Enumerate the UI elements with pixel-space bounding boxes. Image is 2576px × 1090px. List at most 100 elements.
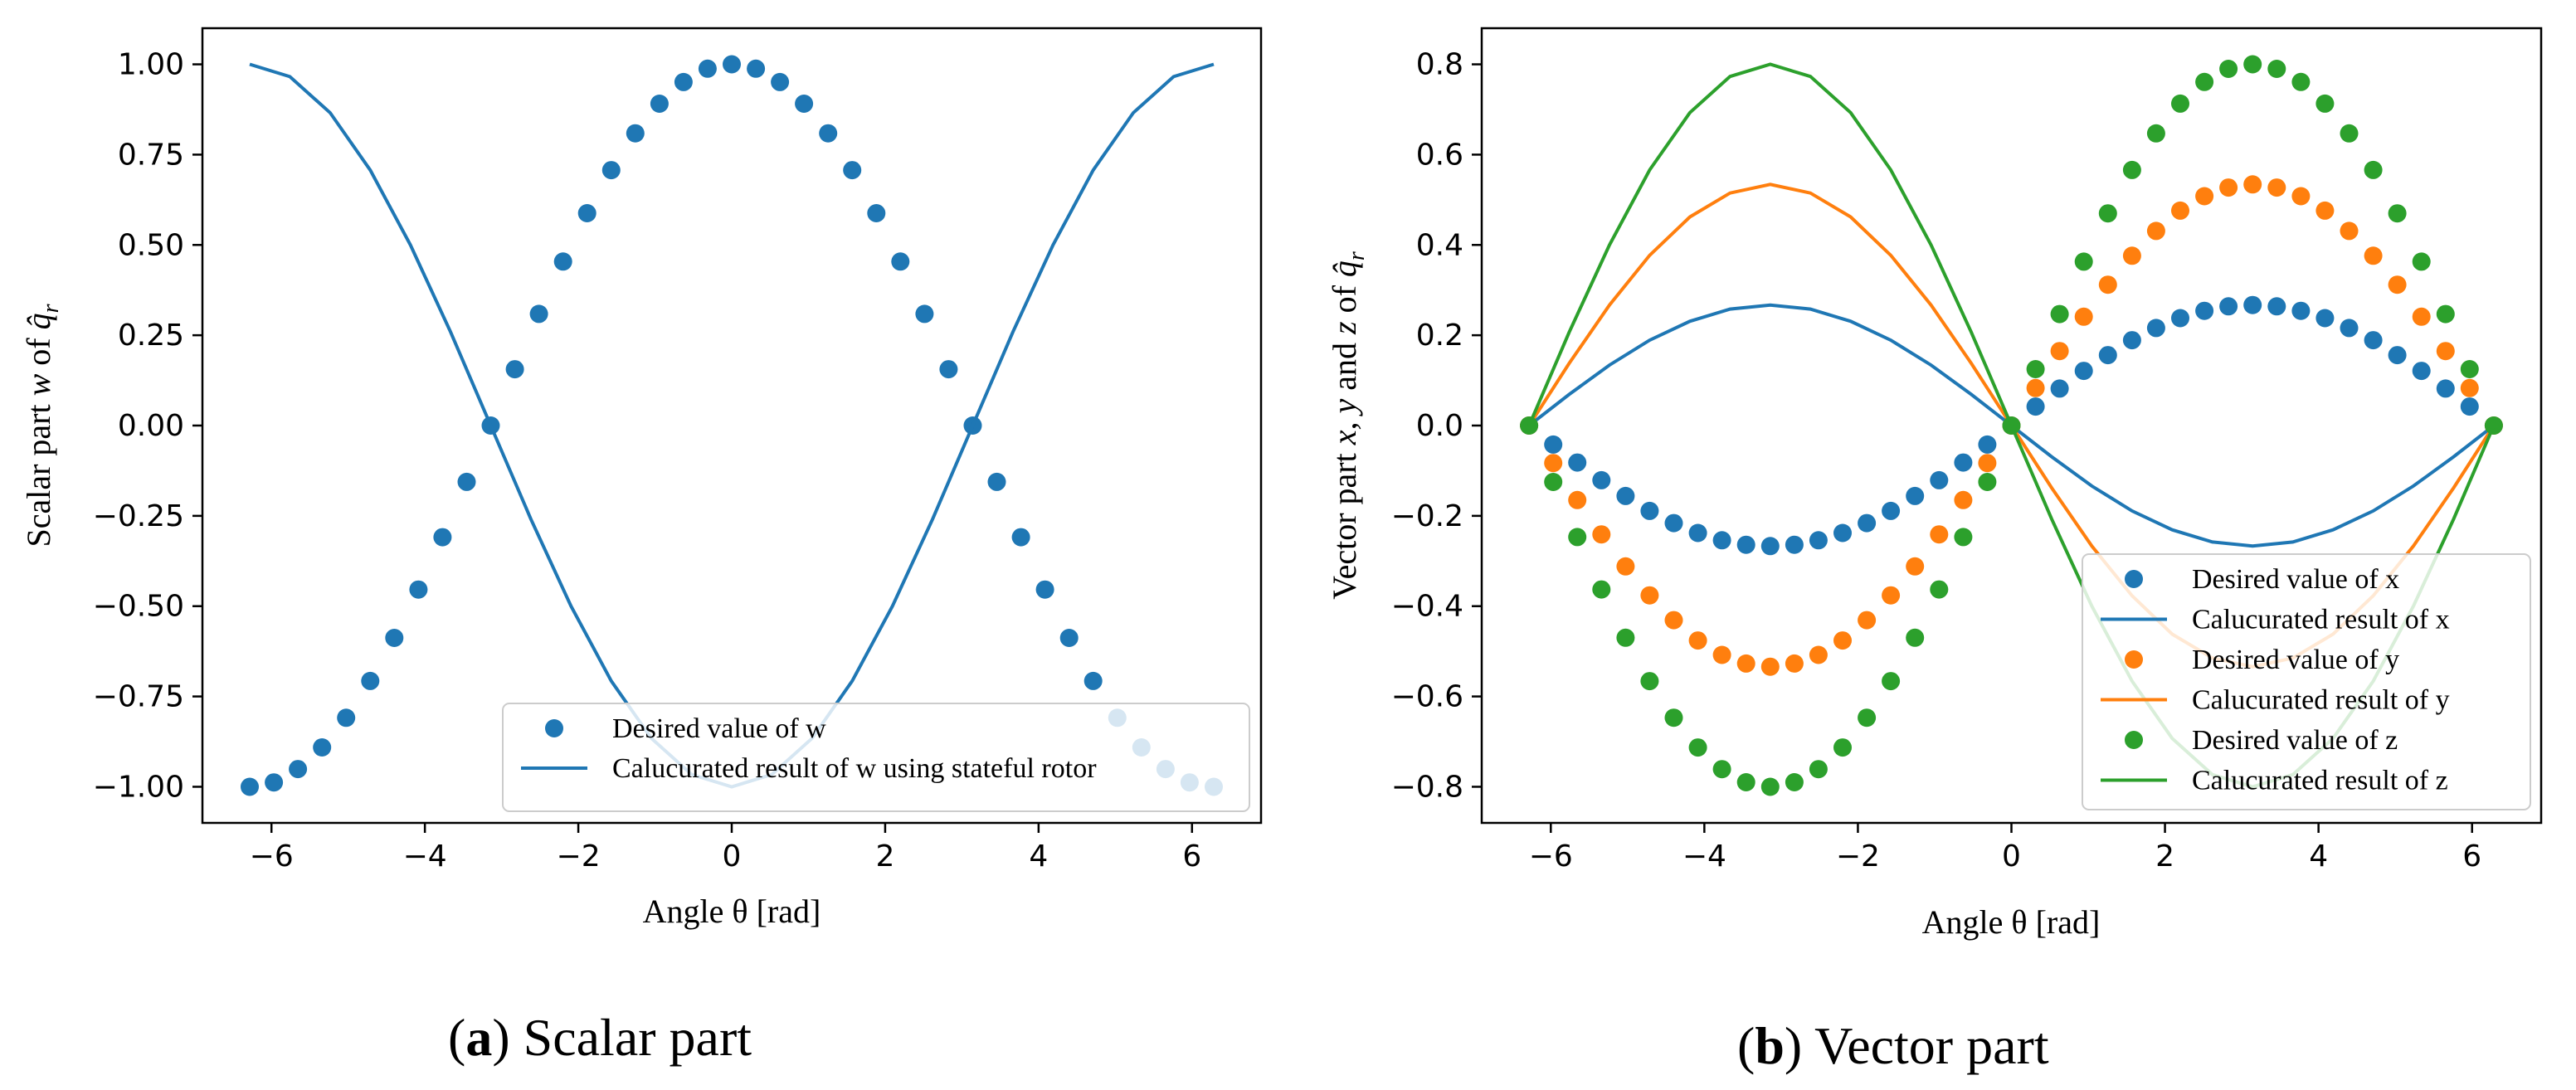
series-desired-value-of-z-point	[1930, 580, 1949, 599]
series-desired-value-of-w-point	[1083, 671, 1103, 690]
series-desired-value-of-y-point	[1688, 631, 1707, 650]
caption-a: (a) Scalar part	[448, 1008, 752, 1067]
series-desired-value-of-w-point	[1035, 580, 1054, 599]
y-axis-label-b: Vector part x, y and z of q̂r	[1326, 251, 1370, 600]
series-desired-value-of-z-point	[1809, 760, 1828, 779]
y-tick-label: 0.0	[1416, 409, 1463, 443]
series-desired-value-of-w-point	[505, 360, 524, 379]
series-desired-value-of-w-point	[529, 304, 548, 324]
series-desired-value-of-w-point	[313, 738, 332, 757]
series-desired-value-of-z-point	[2291, 72, 2311, 91]
series-desired-value-of-z-point	[2315, 94, 2335, 113]
series-desired-value-of-y-point	[2315, 201, 2335, 220]
series-desired-value-of-x-point	[1858, 513, 1877, 533]
y-tick-label: −0.8	[1391, 770, 1463, 804]
series-desired-value-of-y-point	[1833, 631, 1852, 650]
series-desired-value-of-z-point	[2243, 55, 2262, 74]
series-desired-value-of-x-point	[2388, 346, 2407, 365]
legend-label: Desired value of z	[2192, 725, 2398, 756]
series-desired-value-of-w-point	[723, 55, 741, 74]
series-desired-value-of-z-point	[1906, 628, 1925, 647]
x-axis-label-b: Angle θ [rad]	[1922, 903, 2101, 941]
series-desired-value-of-w-point	[747, 59, 766, 78]
series-desired-value-of-z-point	[1978, 473, 1997, 491]
series-desired-value-of-y-point	[1568, 490, 1587, 509]
x-tick-label: −2	[557, 839, 601, 873]
legend-label: Desired value of y	[2192, 645, 2399, 675]
series-desired-value-of-z-point	[2195, 72, 2214, 91]
series-desired-value-of-w-point	[385, 629, 404, 647]
series-desired-value-of-x-point	[2122, 331, 2141, 350]
series-desired-value-of-w-point	[915, 304, 934, 324]
series-desired-value-of-x-point	[2267, 297, 2286, 316]
series-desired-value-of-w-point	[674, 72, 693, 91]
series-desired-value-of-x-point	[1544, 435, 1563, 454]
series-desired-value-of-y-point	[2219, 178, 2238, 197]
y-tick-label: −0.25	[93, 499, 184, 533]
series-desired-value-of-x-point	[2026, 397, 2045, 416]
series-desired-value-of-y-point	[1544, 454, 1563, 473]
series-desired-value-of-y-point	[2026, 378, 2045, 397]
series-desired-value-of-y-point	[2412, 307, 2431, 326]
y-tick-label: 0.6	[1416, 138, 1463, 172]
x-axis-label-a: Angle θ [rad]	[643, 893, 821, 930]
series-desired-value-of-y-point	[1760, 657, 1780, 676]
series-desired-value-of-z-point	[2171, 94, 2189, 113]
series-desired-value-of-x-point	[1664, 513, 1683, 533]
legend-marker-swatch	[545, 719, 563, 737]
series-desired-value-of-z-point	[1858, 708, 1877, 727]
series-desired-value-of-z-point	[1664, 708, 1683, 727]
series-desired-value-of-y-point	[1785, 654, 1804, 673]
series-desired-value-of-x-point	[2146, 319, 2165, 338]
series-desired-value-of-w-point	[457, 472, 476, 491]
series-desired-value-of-w-point	[337, 708, 356, 727]
series-desired-value-of-x-point	[1736, 535, 1755, 554]
series-desired-value-of-z-point	[2122, 160, 2141, 179]
caption-a-letter: a	[465, 1008, 492, 1067]
series-desired-value-of-x-point	[2436, 379, 2455, 398]
legend-label: Desired value of x	[2192, 564, 2399, 595]
series-desired-value-of-y-point	[1809, 645, 1828, 664]
series-desired-value-of-y-point	[1640, 586, 1659, 605]
x-tick-label: 6	[1182, 839, 1201, 873]
series-desired-value-of-z-point	[2340, 124, 2359, 143]
series-desired-value-of-z-point	[1760, 777, 1780, 796]
series-desired-value-of-x-point	[1906, 486, 1925, 505]
series-desired-value-of-w-point	[1059, 629, 1079, 647]
series-desired-value-of-w-point	[626, 124, 645, 143]
series-desired-value-of-w-point	[241, 777, 259, 796]
y-tick-label: −1.00	[93, 770, 184, 804]
series-desired-value-of-z-point	[1785, 773, 1804, 791]
x-tick-label: −6	[1529, 839, 1573, 873]
x-tick-label: 4	[1029, 839, 1048, 873]
series-desired-value-of-x-point	[1882, 501, 1901, 520]
series-desired-value-of-w-point	[601, 161, 621, 180]
series-desired-value-of-y-point	[1712, 645, 1731, 664]
y-tick-label: 0.8	[1416, 48, 1463, 82]
series-desired-value-of-x-point	[2098, 346, 2117, 365]
y-tick-label: 1.00	[118, 48, 184, 82]
legend-label: Calucurated result of y	[2192, 685, 2450, 716]
series-desired-value-of-z-point	[2074, 252, 2093, 271]
series-desired-value-of-x-point	[1978, 435, 1997, 454]
series-desired-value-of-x-point	[1760, 537, 1780, 556]
x-tick-label: −4	[1682, 839, 1726, 873]
caption-a-text: Scalar part	[510, 1008, 752, 1067]
series-desired-value-of-y-point	[2146, 221, 2165, 241]
series-desired-value-of-y-point	[2171, 201, 2189, 220]
series-desired-value-of-z-point	[2026, 360, 2045, 378]
series-desired-value-of-z-point	[1544, 473, 1563, 491]
series-desired-value-of-w-point	[987, 472, 1006, 491]
y-tick-label: −0.2	[1391, 499, 1463, 533]
series-desired-value-of-z-point	[1688, 738, 1707, 757]
series-desired-value-of-y-point	[2436, 342, 2455, 361]
series-desired-value-of-y-point	[1906, 557, 1925, 576]
series-desired-value-of-w-point	[650, 95, 669, 113]
x-tick-label: 2	[2155, 839, 2174, 873]
legend-marker-swatch	[2125, 570, 2143, 588]
y-tick-label: 0.00	[118, 409, 184, 443]
series-desired-value-of-x-point	[2412, 362, 2431, 381]
series-desired-value-of-x-point	[2340, 319, 2359, 338]
series-desired-value-of-y-point	[1954, 490, 1973, 509]
series-desired-value-of-z-point	[2364, 160, 2383, 179]
